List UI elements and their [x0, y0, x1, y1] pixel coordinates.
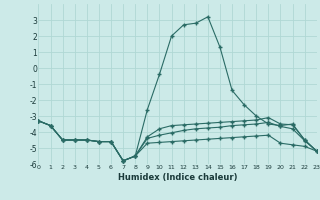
X-axis label: Humidex (Indice chaleur): Humidex (Indice chaleur) [118, 173, 237, 182]
